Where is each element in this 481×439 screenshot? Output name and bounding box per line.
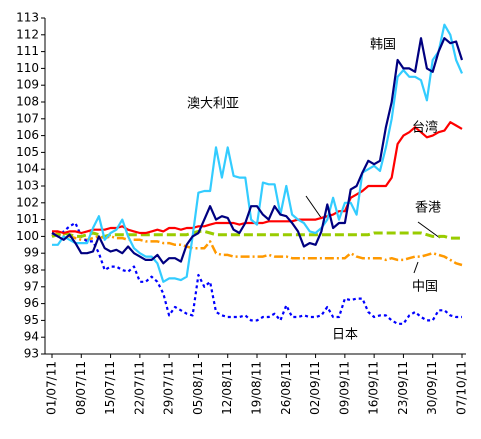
x-tick-label: 19/08/11	[250, 361, 264, 415]
y-tick-label: 102	[16, 195, 39, 209]
series-line	[51, 231, 463, 267]
y-tick-label: 97	[24, 279, 39, 293]
series-line	[51, 221, 462, 325]
leader-line	[417, 221, 441, 239]
series-label: 澳大利亚	[187, 96, 239, 112]
x-tick-label: 30/09/11	[425, 361, 439, 415]
x-tick-label: 02/09/11	[308, 361, 322, 415]
x-tick-label: 26/08/11	[279, 361, 293, 415]
series-label: 香港	[415, 201, 441, 216]
series-line	[52, 121, 463, 235]
series-line	[52, 23, 464, 283]
y-tick-label: 109	[16, 78, 39, 92]
x-tick-label: 09/09/11	[337, 361, 351, 415]
y-tick-label: 113	[16, 11, 39, 25]
series-line	[51, 229, 462, 240]
x-tick-label: 29/07/11	[162, 361, 176, 415]
y-tick-label: 96	[24, 296, 39, 310]
y-tick-label: 108	[16, 95, 39, 109]
series-line	[51, 37, 464, 265]
leader-line	[305, 195, 323, 220]
series-label: 中国	[412, 280, 438, 295]
y-tick-label: 94	[24, 330, 39, 344]
y-tick-label: 111	[16, 44, 39, 58]
y-tick-label: 95	[24, 313, 39, 327]
y-tick-label: 98	[24, 263, 39, 277]
x-tick-label: 07/10/11	[455, 361, 469, 415]
y-tick-label: 100	[16, 229, 39, 243]
y-tick-label: 101	[16, 212, 39, 226]
x-tick-label: 08/07/11	[74, 361, 88, 415]
y-tick-label: 106	[16, 128, 39, 142]
x-tick-label: 01/07/11	[45, 361, 59, 415]
y-tick-label: 93	[24, 347, 39, 361]
leader-line	[413, 261, 419, 274]
x-tick-label: 12/08/11	[220, 361, 234, 415]
x-tick-label: 15/07/11	[103, 361, 117, 415]
y-tick-label: 99	[24, 246, 39, 260]
y-tick-label: 112	[16, 27, 39, 41]
x-tick-label: 16/09/11	[367, 361, 381, 415]
series-label: 日本	[332, 328, 358, 343]
y-tick-label: 105	[16, 145, 39, 159]
x-tick-label: 22/07/11	[132, 361, 146, 415]
y-tick-label: 104	[16, 162, 39, 176]
series-label: 台湾	[412, 120, 438, 136]
x-tick-label: 23/09/11	[396, 361, 410, 415]
series-label: 韩国	[370, 38, 396, 53]
x-tick-label: 05/08/11	[191, 361, 205, 415]
y-tick-label: 110	[16, 61, 39, 75]
y-tick-label: 103	[16, 179, 39, 193]
y-tick-label: 107	[16, 111, 39, 125]
